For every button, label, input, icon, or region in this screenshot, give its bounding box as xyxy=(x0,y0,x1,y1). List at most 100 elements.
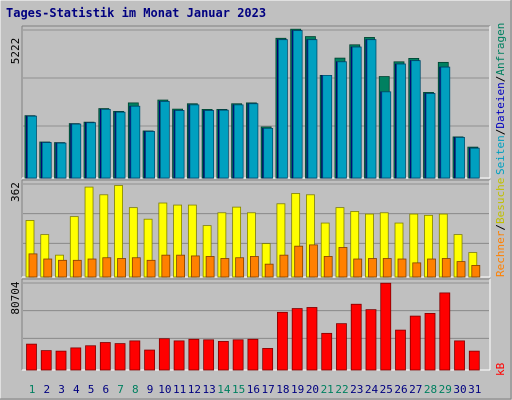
kb-bar xyxy=(409,315,421,371)
day-label: 31 xyxy=(468,383,481,396)
kb-bar xyxy=(173,340,185,371)
besuche-bar xyxy=(427,258,436,278)
day-label: 17 xyxy=(262,383,275,396)
seiten-bar xyxy=(307,39,318,179)
legend-separator-1: / xyxy=(494,129,507,136)
kb-bar xyxy=(424,313,436,371)
seiten-bar xyxy=(218,109,229,179)
besuche-bar xyxy=(264,263,274,278)
besuche-bar xyxy=(131,257,141,278)
besuche-bar xyxy=(220,258,230,278)
kb-bar xyxy=(454,340,465,371)
kb-bar xyxy=(336,323,347,371)
kb-bar xyxy=(232,339,244,371)
seiten-bar xyxy=(56,142,67,179)
visits-ymax-label: 362 xyxy=(9,182,22,202)
kb-bar xyxy=(158,338,170,371)
seiten-bar xyxy=(189,104,200,179)
kb-bar xyxy=(26,343,37,371)
day-label: 4 xyxy=(73,383,80,396)
day-label: 29 xyxy=(439,383,452,396)
seiten-bar xyxy=(366,39,377,179)
seiten-bar xyxy=(410,60,421,179)
besuche-bar xyxy=(87,258,97,278)
legend-rechner: Rechner xyxy=(494,230,507,277)
legend-separator-3: / xyxy=(494,224,507,231)
kilobytes-ymax-label: 80704 xyxy=(9,281,22,314)
legend-separator-2: / xyxy=(494,76,507,83)
visits-panel xyxy=(21,179,491,278)
legend-top: Seiten/Dateien/Anfragen xyxy=(494,23,507,175)
seiten-bar xyxy=(278,39,288,179)
seiten-bar xyxy=(351,46,362,179)
seiten-bar xyxy=(115,111,126,179)
besuche-bar xyxy=(294,245,304,278)
besuche-bar xyxy=(190,255,200,278)
seiten-bar xyxy=(145,131,155,179)
besuche-bar xyxy=(235,257,245,278)
day-label: 15 xyxy=(232,383,245,396)
chart-title: Tages-Statistik im Monat Januar 2023 xyxy=(6,6,266,20)
day-label: 9 xyxy=(147,383,154,396)
besuche-bar xyxy=(456,261,466,278)
besuche-bar xyxy=(72,259,82,278)
seiten-bar xyxy=(455,137,465,179)
besuche-bar xyxy=(58,259,67,278)
seiten-bar xyxy=(174,110,185,179)
legend-kb: kB xyxy=(494,362,507,376)
day-label: 25 xyxy=(380,383,393,396)
seiten-bar xyxy=(204,110,215,179)
seiten-bar xyxy=(248,103,259,179)
day-label: 22 xyxy=(335,383,348,396)
kb-bar xyxy=(365,309,377,371)
seiten-bar xyxy=(263,128,274,179)
kb-bar xyxy=(70,347,82,371)
legend-middle: Rechner/Besuche xyxy=(494,178,507,277)
day-label: 13 xyxy=(202,383,215,396)
day-label: 27 xyxy=(409,383,422,396)
day-labels: 1 2 3 4 5 6 7 8 9 10 11 12 13 14 15 16 17 18 19 20 21 22 23 24 2… xyxy=(29,383,482,396)
besuche-bar xyxy=(309,244,318,278)
day-label: 3 xyxy=(58,383,65,396)
day-label: 18 xyxy=(276,383,289,396)
kb-bar xyxy=(321,332,333,371)
besuche-bar xyxy=(279,254,289,278)
seiten-bar xyxy=(27,115,37,179)
kb-bar xyxy=(277,311,288,371)
besuche-bar xyxy=(323,256,333,278)
kb-bar xyxy=(99,342,111,371)
day-label: 5 xyxy=(88,383,95,396)
kb-bar xyxy=(129,340,141,371)
kb-bar xyxy=(144,349,155,371)
kb-bar xyxy=(380,282,392,371)
requests-panel xyxy=(21,25,491,179)
kb-bar xyxy=(55,350,67,371)
kb-bar xyxy=(114,343,126,371)
besuche-bar xyxy=(117,258,126,278)
kb-bar xyxy=(262,348,274,371)
day-label: 30 xyxy=(453,383,466,396)
besuche-bar xyxy=(205,256,215,278)
besuche-bar xyxy=(146,259,156,278)
day-label: 10 xyxy=(158,383,171,396)
day-label: 28 xyxy=(424,383,437,396)
kb-bar xyxy=(217,341,229,371)
besuche-bar xyxy=(382,258,392,278)
kb-bar xyxy=(439,292,451,371)
kb-bar xyxy=(468,350,480,371)
kb-bar xyxy=(85,345,96,371)
day-label: 16 xyxy=(247,383,260,396)
kb-bar xyxy=(40,350,52,371)
kb-bar xyxy=(247,338,259,371)
besuche-bar xyxy=(441,258,451,278)
legend-dateien: Dateien xyxy=(494,82,507,128)
kb-bar xyxy=(188,338,200,371)
kilobytes-panel xyxy=(21,278,491,371)
seiten-bar xyxy=(337,61,347,179)
day-label: 2 xyxy=(43,383,50,396)
seiten-bar xyxy=(381,91,392,179)
besuche-bar xyxy=(102,257,112,278)
besuche-bar xyxy=(353,258,363,278)
besuche-bar xyxy=(368,258,377,278)
besuche-bar xyxy=(28,253,38,278)
